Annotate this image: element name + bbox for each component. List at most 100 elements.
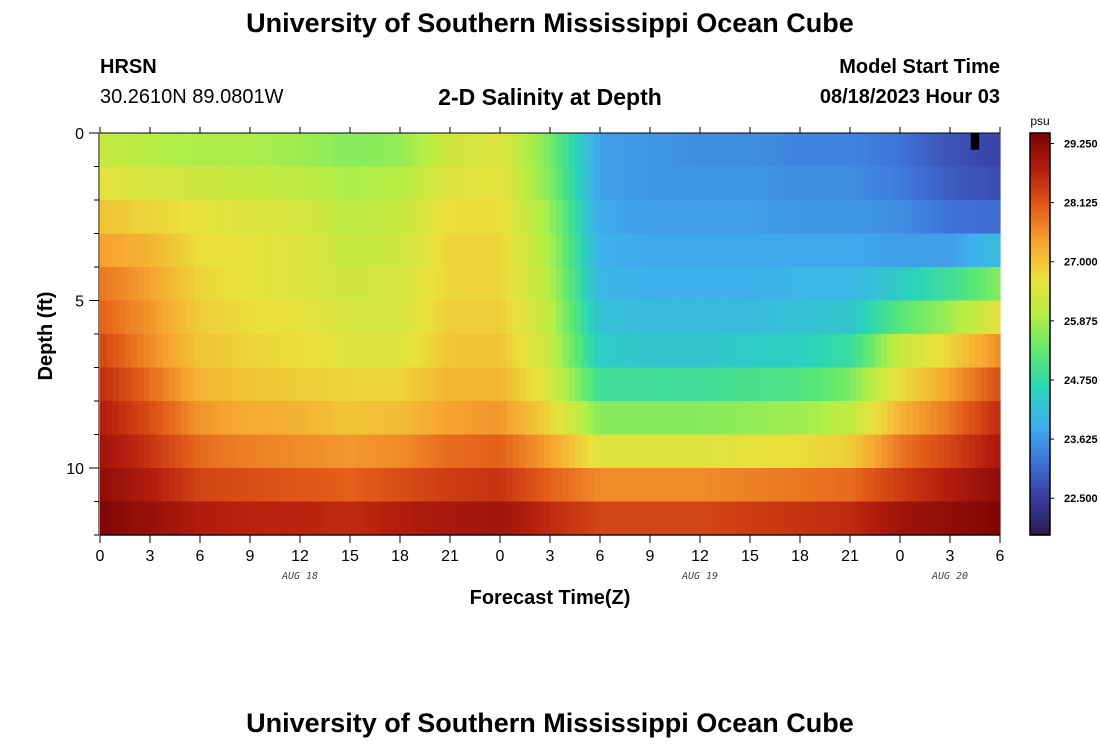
heatmap-cell [400,233,407,268]
heatmap-cell [181,501,189,536]
heatmap-cell [525,133,532,168]
heatmap-cell [618,133,626,168]
heatmap-cell [143,300,151,335]
colorbar-segment [1030,417,1050,422]
heatmap-cell [575,367,582,402]
heatmap-cell [725,468,732,503]
colorbar: 29.25028.12527.00025.87524.75023.62522.5… [1029,114,1098,536]
heatmap-cell [743,300,751,335]
heatmap-cell [818,267,826,302]
heatmap-cell [331,468,339,503]
heatmap-cell [506,200,514,235]
heatmap-cell [250,166,257,201]
heatmap-cell [437,334,445,369]
heatmap-cell [912,401,920,436]
heatmap-cell [293,133,301,168]
heatmap-cell [418,367,426,402]
heatmap-cell [837,367,845,402]
heatmap-cell [218,300,226,335]
heatmap-cell [918,267,926,302]
heatmap-cell [262,233,270,268]
heatmap-cell [893,300,901,335]
heatmap-cell [775,367,782,402]
heatmap-cell [856,501,864,536]
heatmap-cell [706,267,714,302]
colorbar-segment [1030,133,1050,137]
colorbar-segment [1030,514,1050,519]
heatmap-cell [437,267,445,302]
heatmap-cell [312,166,320,201]
heatmap-cell [787,267,795,302]
heatmap-cell [350,434,357,469]
heatmap-cell [837,468,845,503]
heatmap-cell [675,367,682,402]
heatmap-cell [525,501,532,536]
heatmap-cell [400,166,407,201]
heatmap-cell [737,401,745,436]
heatmap-cell [618,367,626,402]
heatmap-cell [968,367,976,402]
heatmap-cell [156,334,164,369]
heatmap-cell [531,200,539,235]
heatmap-cell [225,200,232,235]
heatmap-cell [868,468,876,503]
heatmap-cell [381,401,389,436]
heatmap-cell [562,166,570,201]
heatmap-cell [362,233,370,268]
heatmap-cell [218,233,226,268]
heatmap-cell [187,300,195,335]
colorbar-segment [1030,468,1050,472]
heatmap-cell [143,166,151,201]
heatmap-cell [437,367,445,402]
heatmap-cell [850,501,857,536]
heatmap-cell [681,434,689,469]
heatmap-cell [468,434,476,469]
heatmap-cell [643,233,651,268]
heatmap-cell [981,468,989,503]
heatmap-cell [531,468,539,503]
heatmap-cell [918,501,926,536]
heatmap-cell [412,434,420,469]
heatmap-cell [831,300,839,335]
heatmap-cell [612,200,620,235]
heatmap-cell [656,166,664,201]
heatmap-cell [875,267,882,302]
heatmap-cell [775,133,782,168]
heatmap-cell [525,367,532,402]
heatmap-cell [806,267,814,302]
colorbar-segment [1030,283,1050,288]
heatmap-cell [918,367,926,402]
heatmap-cell [356,468,364,503]
colorbar-segment [1030,394,1050,399]
colorbar-segment [1030,143,1050,147]
heatmap-cell [843,401,851,436]
heatmap-cell [131,501,139,536]
heatmap-cell [956,200,964,235]
heatmap-cell [481,434,489,469]
heatmap-cell [256,166,264,201]
heatmap-cell [993,401,1001,436]
heatmap-cell [156,200,164,235]
heatmap-cell [187,133,195,168]
x-tick-label: 3 [146,548,155,565]
colorbar-segment [1030,226,1050,231]
heatmap-cell [912,468,920,503]
heatmap-cell [518,434,526,469]
heatmap-cell [718,133,726,168]
heatmap-cell [343,267,351,302]
heatmap-cell [681,501,689,536]
heatmap-cell [950,233,957,268]
heatmap-cell [806,300,814,335]
heatmap-cell [712,133,720,168]
heatmap-cell [193,367,201,402]
heatmap-cell [181,434,189,469]
heatmap-cell [400,300,407,335]
heatmap-cell [106,267,114,302]
heatmap-cell [275,468,282,503]
heatmap-cell [681,367,689,402]
heatmap-cell [662,233,670,268]
heatmap-cell [862,267,870,302]
heatmap-cell [918,401,926,436]
heatmap-cell [337,367,345,402]
heatmap-cell [743,367,751,402]
